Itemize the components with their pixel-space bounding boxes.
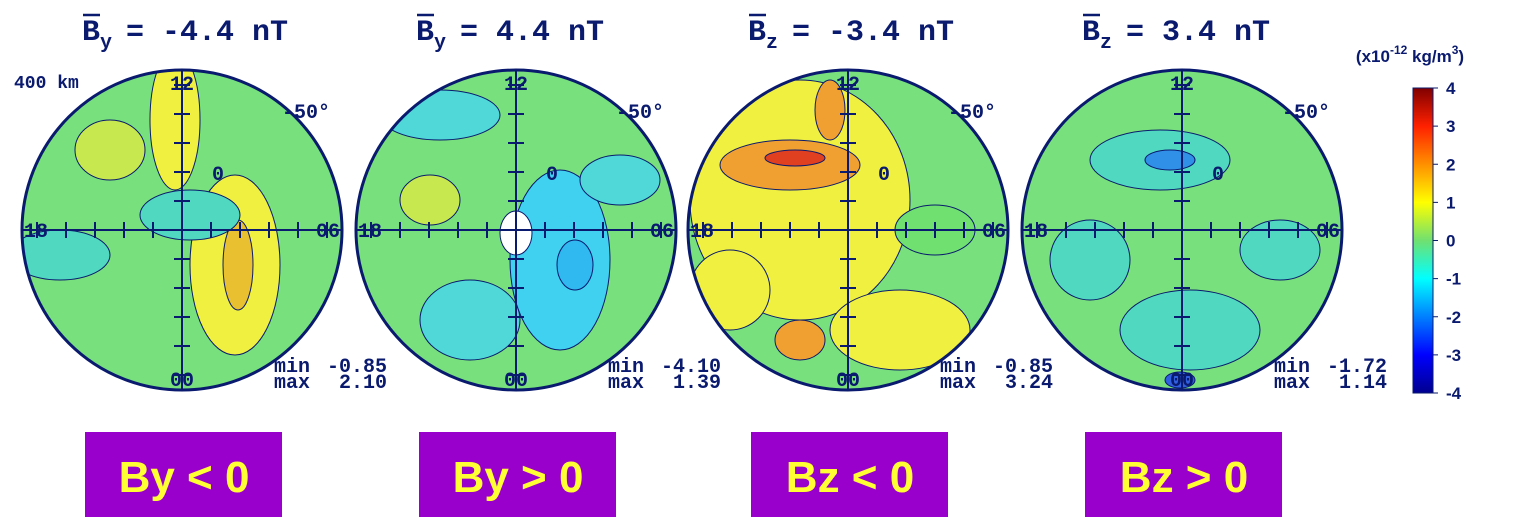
max-value: 2.10 (339, 372, 387, 395)
title-component: y (100, 32, 112, 55)
max-label: max (940, 372, 976, 395)
hour-label: 12 (836, 74, 860, 97)
colorbar-tick-label: -1 (1446, 270, 1461, 289)
colorbar-tick-label: 2 (1446, 155, 1455, 174)
hour-label: 06 (982, 221, 1006, 244)
colorbar-tick-label: 1 (1446, 193, 1455, 212)
hour-label: 06 (316, 221, 340, 244)
unit-mid: kg/m (1407, 47, 1451, 66)
colorbar-tick-label: -2 (1446, 308, 1461, 327)
contour-patch (775, 320, 825, 360)
contour-patch (400, 175, 460, 225)
latitude-label: 0 (1212, 164, 1224, 187)
hour-label: 00 (504, 370, 528, 393)
contour-patch (1120, 290, 1260, 370)
max-label: max (1274, 372, 1310, 395)
title-symbol: B (416, 16, 434, 50)
hour-label: 18 (358, 221, 382, 244)
hour-label: 18 (690, 221, 714, 244)
panel-title: By = -4.4 nT (82, 16, 288, 55)
title-value: = 3.4 nT (1126, 16, 1270, 50)
panel-title: By = 4.4 nT (416, 16, 604, 55)
caption: By > 0 (453, 453, 584, 502)
hour-label: 00 (1170, 370, 1194, 393)
title-symbol: B (82, 16, 100, 50)
latitude-label: 0 (878, 164, 890, 187)
latitude-label: -50° (282, 102, 330, 125)
polar-map (10, 50, 342, 390)
contour-patch (380, 90, 500, 140)
title-value: = -4.4 nT (126, 16, 288, 50)
title-symbol: B (748, 16, 766, 50)
hour-label: 12 (170, 74, 194, 97)
contour-patch (1145, 150, 1195, 170)
panel-title: Bz = -3.4 nT (748, 16, 954, 55)
contour-patch (580, 155, 660, 205)
max-value: 3.24 (1005, 372, 1053, 395)
colorbar-tick-label: 0 (1446, 232, 1455, 251)
hour-label: 12 (1170, 74, 1194, 97)
caption: Bz > 0 (1120, 453, 1248, 502)
latitude-label: -50° (1282, 102, 1330, 125)
figure: (x10-12 kg/m3) 12180600-50°0By= -4.4 nTm… (0, 0, 1513, 517)
max-value: 1.14 (1339, 372, 1387, 395)
title-component: z (1100, 32, 1112, 55)
contour-patch (690, 250, 770, 330)
contour-patch (765, 150, 825, 166)
caption: Bz < 0 (786, 453, 914, 502)
title-value: = 4.4 nT (460, 16, 604, 50)
max-label: max (608, 372, 644, 395)
latitude-label: 0 (212, 164, 224, 187)
title-component: z (766, 32, 778, 55)
hour-label: 00 (170, 370, 194, 393)
hour-label: 12 (504, 74, 528, 97)
hour-label: 06 (1316, 221, 1340, 244)
colorbar-tick-label: 3 (1446, 117, 1455, 136)
contour-patch (557, 240, 593, 290)
hour-label: 00 (836, 370, 860, 393)
contour-patch (1050, 220, 1130, 300)
hour-label: 18 (24, 221, 48, 244)
unit-exp: -12 (1390, 43, 1408, 57)
title-component: y (434, 32, 446, 55)
latitude-label: 0 (546, 164, 558, 187)
latitude-label: -50° (948, 102, 996, 125)
panel-title: Bz = 3.4 nT (1082, 16, 1270, 55)
altitude-label: 400 km (14, 74, 79, 94)
colorbar-tick-label: -4 (1446, 384, 1462, 403)
contour-patch (223, 220, 253, 310)
latitude-label: -50° (616, 102, 664, 125)
max-value: 1.39 (673, 372, 721, 395)
colorbar-unit: (x10-12 kg/m3) (1356, 43, 1464, 66)
hour-label: 18 (1024, 221, 1048, 244)
max-label: max (274, 372, 310, 395)
hour-label: 06 (650, 221, 674, 244)
contour-patch (140, 190, 240, 240)
caption: By < 0 (119, 453, 250, 502)
title-value: = -3.4 nT (792, 16, 954, 50)
contour-patch (75, 120, 145, 180)
unit-prefix: (x10 (1356, 47, 1390, 66)
contour-patch (420, 280, 520, 360)
unit-suffix: ) (1458, 47, 1464, 66)
colorbar-tick-label: 4 (1446, 79, 1456, 98)
title-symbol: B (1082, 16, 1100, 50)
colorbar (1413, 88, 1433, 393)
colorbar-tick-label: -3 (1446, 346, 1461, 365)
